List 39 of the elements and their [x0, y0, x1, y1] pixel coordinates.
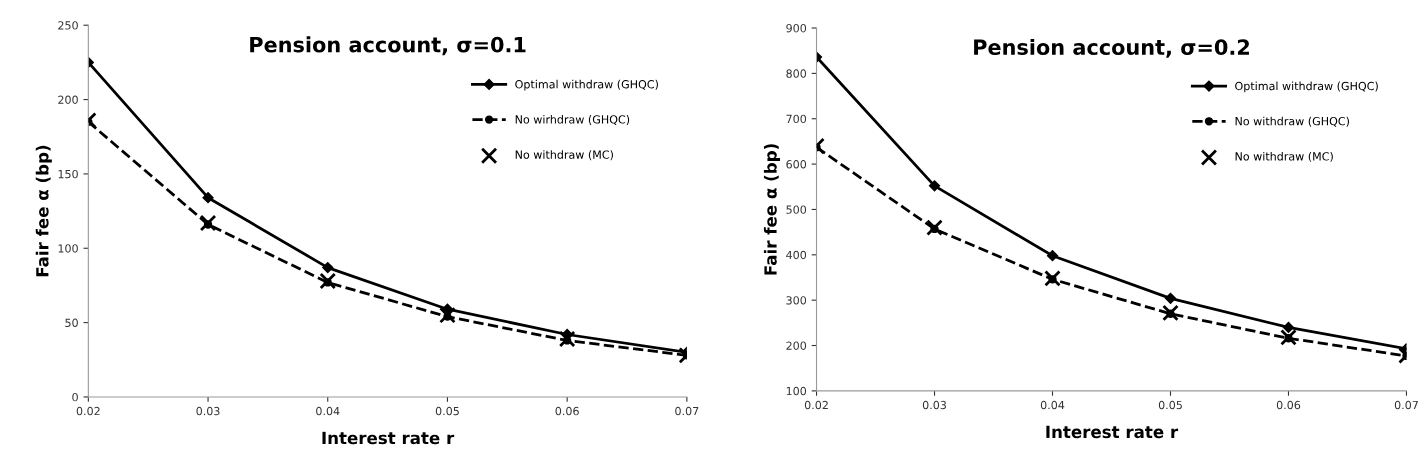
legend-label: No withdraw (MC) — [1235, 151, 1333, 162]
x-tick-label: 0.02 — [76, 406, 100, 416]
y-axis-title: Fair fee α (bp) — [763, 144, 781, 275]
y-tick-label: 200 — [58, 95, 78, 104]
x-tick-label: 0.03 — [922, 400, 946, 410]
y-tick-label: 100 — [786, 386, 807, 396]
y-tick-label: 0 — [72, 392, 78, 402]
y-tick-label: 150 — [58, 169, 78, 179]
y-tick-label: 50 — [65, 318, 78, 327]
x-tick-label: 0.06 — [555, 406, 579, 416]
legend-label: No wirhdraw (GHQC) — [515, 115, 630, 125]
x-tick-label: 0.07 — [1394, 400, 1418, 410]
y-tick-label: 700 — [786, 114, 807, 124]
chart-title: Pension account, σ=0.2 — [974, 38, 1249, 58]
y-tick-label: 400 — [786, 250, 807, 260]
chart-title: Pension account, σ=0.1 — [250, 36, 526, 56]
legend-label: No withdraw (MC) — [515, 150, 613, 161]
y-tick-label: 800 — [786, 69, 807, 78]
legend-label: Optimal withdraw (GHQC) — [515, 79, 658, 91]
x-tick-label: 0.04 — [1040, 400, 1065, 410]
x-tick-label: 0.05 — [1158, 400, 1182, 410]
x-tick-label: 0.07 — [675, 406, 699, 416]
y-tick-label: 100 — [58, 244, 78, 253]
x-tick-label: 0.03 — [196, 406, 220, 416]
y-tick-label: 500 — [786, 205, 807, 214]
y-tick-label: 900 — [786, 23, 807, 33]
y-tick-label: 200 — [786, 341, 807, 350]
x-axis-title: Interest rate r — [1046, 425, 1179, 439]
y-tick-label: 300 — [786, 296, 807, 305]
x-tick-label: 0.04 — [316, 406, 340, 416]
y-tick-label: 600 — [786, 160, 807, 169]
x-tick-label: 0.06 — [1276, 400, 1301, 410]
legend-label: Optimal withdraw (GHQC) — [1235, 81, 1378, 93]
x-axis-title: Interest rate r — [322, 431, 455, 445]
x-tick-label: 0.02 — [804, 400, 828, 410]
y-axis-title: Fair fee α (bp) — [35, 145, 52, 277]
y-tick-label: 250 — [58, 21, 78, 30]
legend-label: No withdraw (GHQC) — [1235, 116, 1349, 127]
x-tick-label: 0.05 — [435, 406, 459, 416]
